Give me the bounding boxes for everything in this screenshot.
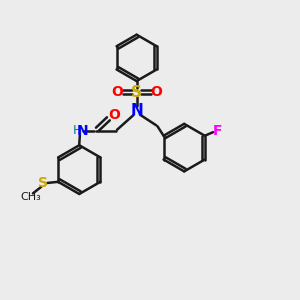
Text: N: N bbox=[130, 103, 143, 118]
Text: S: S bbox=[131, 85, 142, 100]
Text: F: F bbox=[212, 124, 222, 138]
Text: H: H bbox=[73, 124, 82, 137]
Text: O: O bbox=[150, 85, 162, 99]
Text: N: N bbox=[76, 124, 88, 138]
Text: S: S bbox=[38, 176, 48, 190]
Text: O: O bbox=[108, 108, 120, 122]
Text: O: O bbox=[111, 85, 123, 99]
Text: CH₃: CH₃ bbox=[20, 192, 41, 202]
